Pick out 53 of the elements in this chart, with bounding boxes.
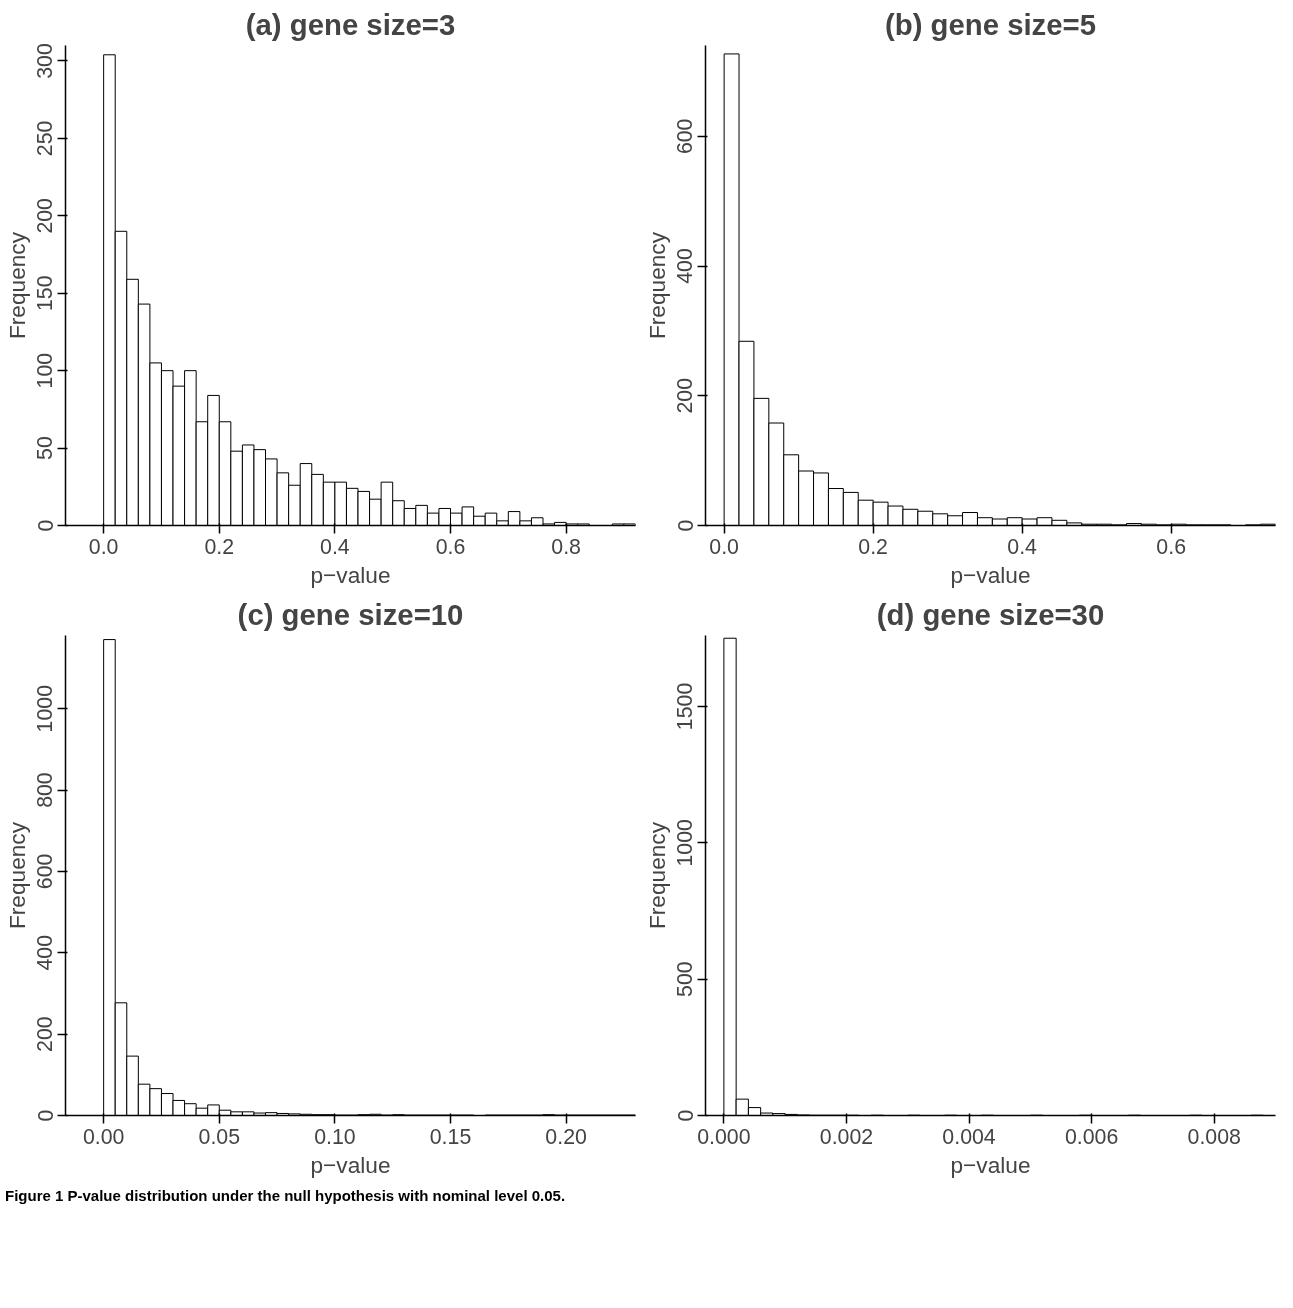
y-tick-label: 0 — [33, 1109, 58, 1122]
x-axis-title: p−value — [950, 561, 1031, 588]
x-tick-label: 0.000 — [697, 1124, 751, 1149]
y-tick-label: 200 — [33, 197, 58, 234]
x-tick-label: 0.008 — [1187, 1124, 1241, 1149]
y-tick-label: 200 — [673, 377, 698, 414]
x-tick-label: 0.006 — [1064, 1124, 1119, 1149]
y-axis-title: Frequency — [643, 821, 670, 930]
x-tick-label: 0.6 — [1156, 534, 1187, 559]
y-tick-label: 1000 — [33, 684, 58, 733]
x-tick-label: 0.0 — [88, 534, 119, 559]
y-tick-label: 300 — [33, 43, 58, 79]
y-tick-label: 0 — [673, 1109, 698, 1122]
y-tick-label: 800 — [33, 772, 58, 808]
x-tick-label: 0.4 — [320, 534, 350, 559]
x-tick-label: 0.20 — [545, 1124, 588, 1149]
x-tick-label: 0.15 — [429, 1124, 472, 1149]
y-tick-label: 1500 — [673, 682, 698, 731]
y-tick-label: 500 — [673, 961, 698, 997]
y-axis-title: Frequency — [643, 231, 670, 340]
x-axis-title: p−value — [310, 1151, 391, 1178]
y-tick-label: 400 — [33, 934, 58, 971]
x-axis-title: p−value — [310, 561, 391, 588]
x-tick-label: 0.00 — [82, 1124, 125, 1149]
x-tick-label: 0.2 — [204, 534, 235, 559]
y-axis-title: Frequency — [3, 231, 30, 340]
x-tick-label: 0.10 — [314, 1124, 356, 1149]
y-tick-label: 150 — [33, 275, 58, 312]
x-axis-title: p−value — [950, 1151, 1031, 1178]
chart-title: (a) gene size=3 — [245, 7, 456, 41]
y-tick-label: 50 — [33, 436, 58, 460]
x-tick-label: 0.0 — [709, 534, 740, 559]
caption: Figure 1 P-value distribution under the null hypothesis with nominal level 0.05. — [5, 1186, 566, 1206]
y-tick-label: 0 — [673, 519, 698, 532]
y-tick-label: 1000 — [673, 818, 698, 867]
y-axis-title: Frequency — [3, 821, 30, 930]
x-tick-label: 0.05 — [198, 1124, 241, 1149]
y-tick-label: 200 — [33, 1016, 58, 1052]
x-tick-label: 0.6 — [435, 534, 466, 559]
y-tick-label: 250 — [33, 120, 58, 157]
y-tick-label: 100 — [33, 352, 58, 389]
chart-title: (c) gene size=10 — [237, 597, 464, 631]
y-tick-label: 600 — [673, 118, 698, 155]
x-tick-label: 0.4 — [1007, 534, 1038, 559]
y-tick-label: 0 — [33, 519, 58, 532]
chart-title: (b) gene size=5 — [884, 7, 1097, 41]
y-tick-label: 400 — [673, 248, 698, 284]
chart-title: (d) gene size=30 — [876, 597, 1105, 631]
x-tick-label: 0.2 — [858, 534, 888, 559]
y-tick-label: 600 — [33, 853, 58, 890]
x-tick-label: 0.004 — [942, 1124, 996, 1149]
x-tick-label: 0.8 — [551, 534, 581, 559]
x-tick-label: 0.002 — [819, 1124, 874, 1149]
